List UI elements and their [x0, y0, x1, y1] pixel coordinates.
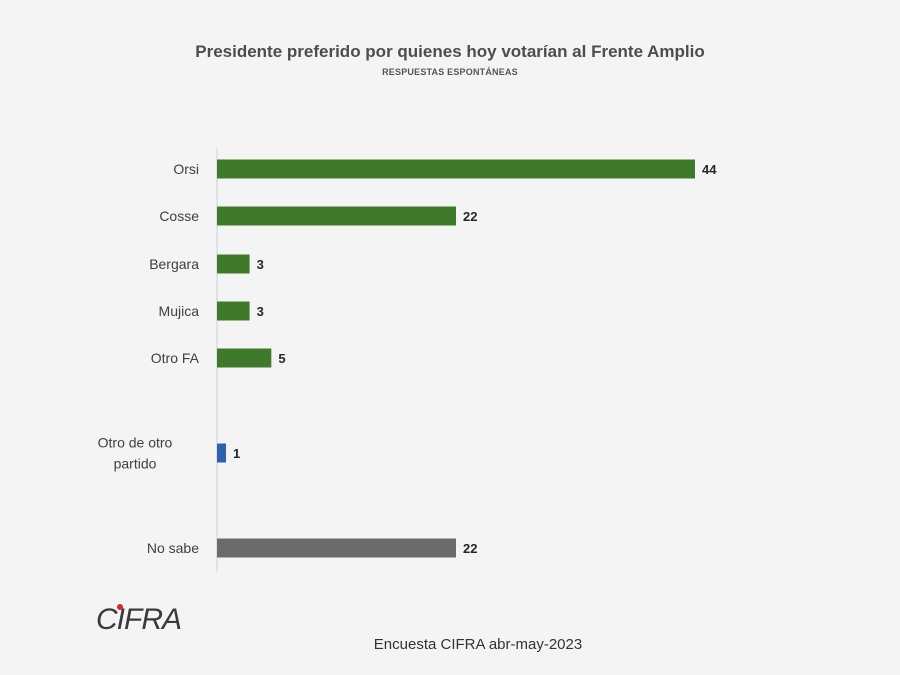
value-label-3: 3	[257, 304, 264, 319]
category-label-6: No sabe	[147, 540, 199, 556]
chart-title: Presidente preferido por quienes hoy vot…	[195, 42, 705, 61]
bar-2	[217, 254, 250, 274]
category-label-3: Mujica	[159, 303, 200, 319]
value-label-0: 44	[702, 162, 717, 177]
value-label-1: 22	[463, 209, 477, 224]
bar-0	[217, 159, 695, 179]
category-label-4: Otro FA	[151, 350, 200, 366]
bar-6	[217, 538, 456, 558]
bar-4	[217, 348, 272, 368]
value-label-5: 1	[233, 446, 240, 461]
source-note: Encuesta CIFRA abr-may-2023	[373, 636, 583, 653]
chart-subtitle: RESPUESTAS ESPONTÁNEAS	[382, 67, 518, 77]
category-label-1: Cosse	[159, 208, 199, 224]
category-label-2: Bergara	[149, 256, 199, 272]
bar-1	[217, 206, 456, 226]
bar-3	[217, 301, 250, 321]
bar-5	[217, 443, 226, 463]
logo-dot-icon	[117, 604, 123, 610]
category-label-5: Otro de otro partido	[98, 435, 173, 472]
value-label-6: 22	[463, 541, 477, 556]
value-label-2: 3	[257, 257, 264, 272]
cifra-logo: CIFRA	[96, 603, 182, 636]
value-label-4: 5	[278, 351, 285, 366]
category-label-0: Orsi	[173, 161, 199, 177]
